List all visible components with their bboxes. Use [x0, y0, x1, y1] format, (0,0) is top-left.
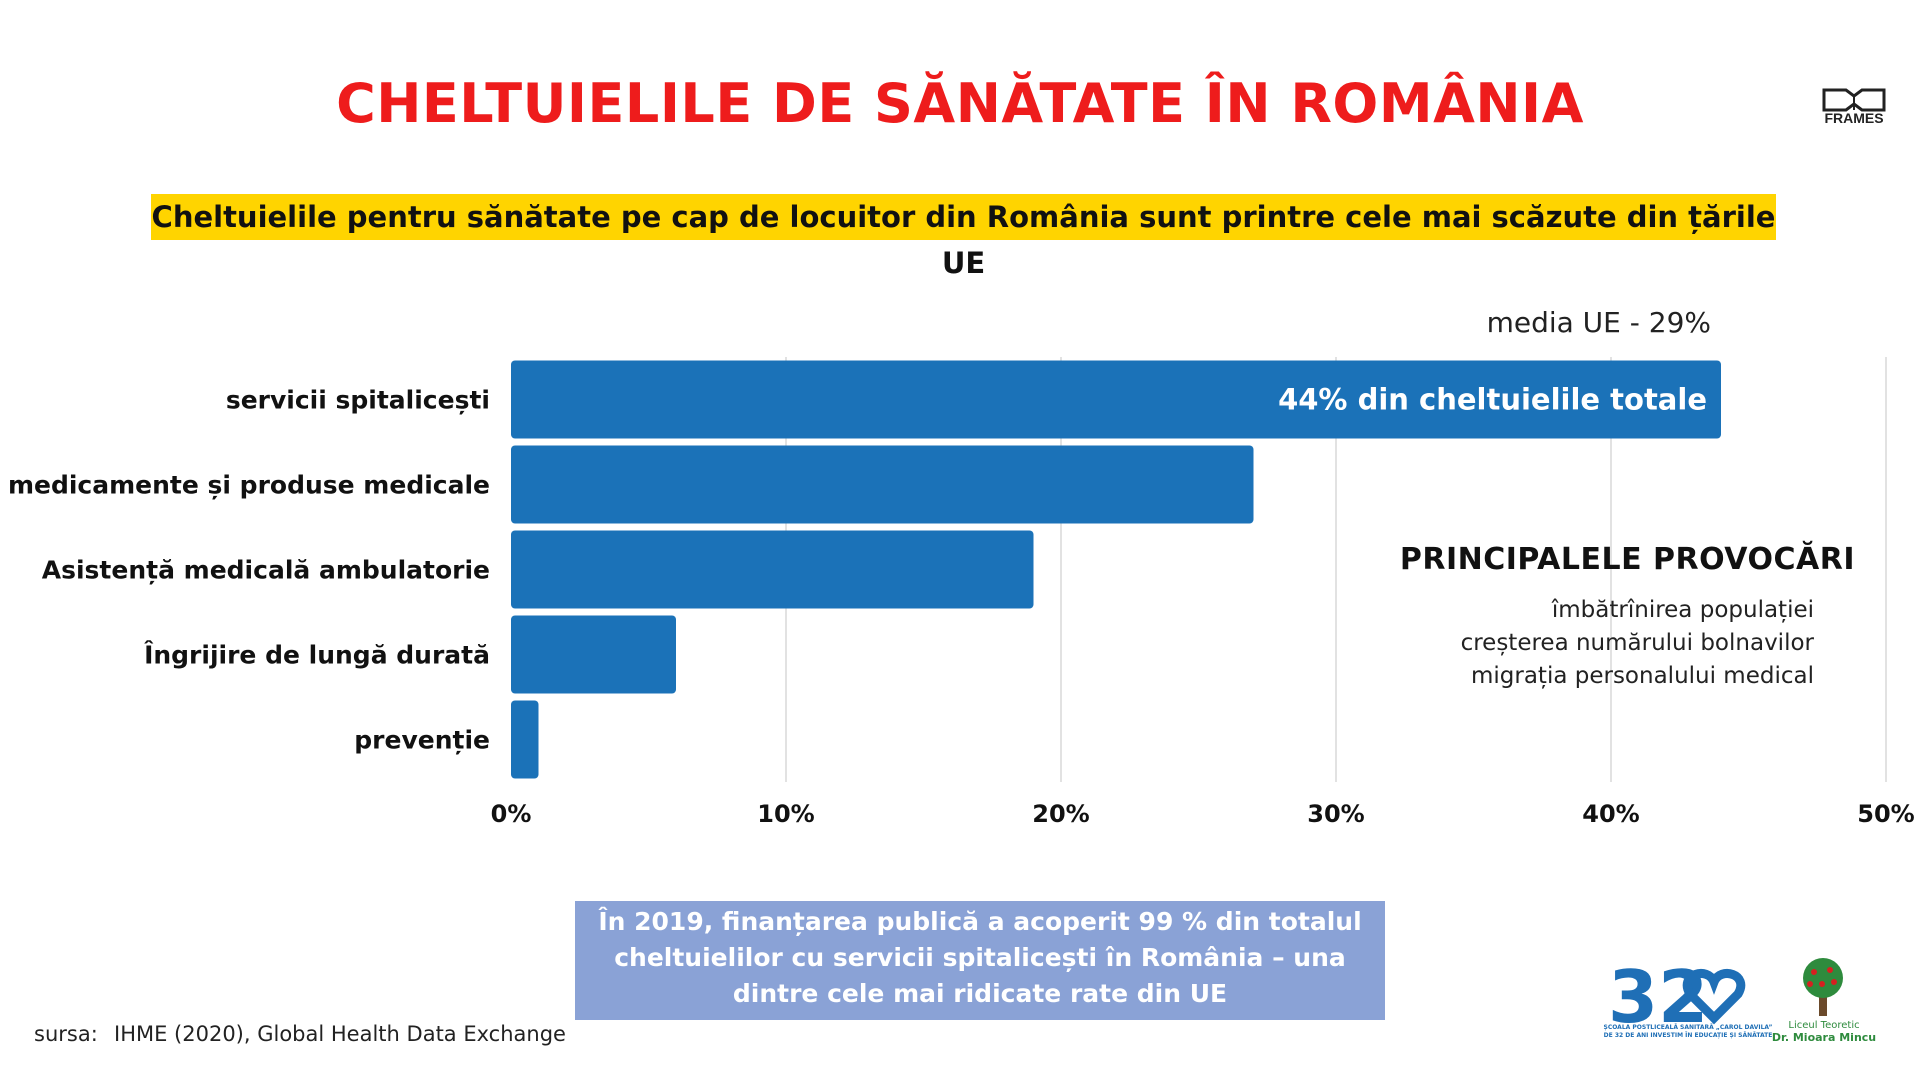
- challenge-item: creșterea numărului bolnavilor: [1460, 630, 1814, 656]
- subtitle-banner: Cheltuielile pentru sănătate pe cap de l…: [151, 194, 1776, 280]
- challenge-item: îmbătrînirea populației: [1551, 597, 1814, 623]
- bar: [511, 700, 539, 779]
- x-tick-label: 10%: [757, 800, 814, 828]
- bar: [511, 445, 1254, 524]
- x-tick-label: 30%: [1307, 800, 1364, 828]
- bar-data-label: 44% din cheltuielile totale: [1278, 383, 1707, 417]
- x-tick-label: 40%: [1582, 800, 1639, 828]
- category-label: prevenție: [354, 726, 490, 755]
- note-box: În 2019, finanțarea publică a acoperit 9…: [575, 901, 1385, 1020]
- school-32-caption: ȘCOALA POSTLICEALĂ SANITARĂ „CAROL DAVIL…: [1603, 1024, 1773, 1039]
- page-title: CHELTUIELILE DE SĂNĂTATE ÎN ROMÂNIA: [336, 72, 1584, 135]
- frames-logo-text: FRAMES: [1824, 110, 1884, 126]
- ue-average-annotation: media UE - 29%: [1486, 306, 1711, 339]
- x-tick-label: 0%: [491, 800, 532, 828]
- frames-logo-icon: [1822, 88, 1886, 112]
- x-tick-label: 20%: [1032, 800, 1089, 828]
- challenge-item: migrația personalului medical: [1470, 663, 1814, 689]
- bar: [511, 360, 1721, 439]
- category-label: Îngrijire de lungă durată: [144, 641, 490, 670]
- challenges-title: PRINCIPALELE PROVOCĂRI: [1399, 542, 1855, 577]
- source-text: IHME (2020), Global Health Data Exchange: [114, 1022, 566, 1046]
- category-label: Asistență medicală ambulatorie: [42, 556, 490, 585]
- liceu-logo-line1: Liceul Teoretic: [1788, 1020, 1860, 1031]
- school-32-logo-icon: 32: [1608, 955, 1746, 1039]
- source-prefix: sursa:: [34, 1022, 98, 1046]
- x-tick-label: 50%: [1857, 800, 1914, 828]
- liceu-logo-line2: Dr. Mioara Mincu: [1771, 1031, 1877, 1044]
- bar: [511, 530, 1034, 609]
- category-label: medicamente și produse medicale: [8, 471, 490, 500]
- tree-logo-icon: [1803, 958, 1843, 1016]
- category-label: servicii spitalicești: [226, 386, 490, 415]
- bar: [511, 615, 676, 694]
